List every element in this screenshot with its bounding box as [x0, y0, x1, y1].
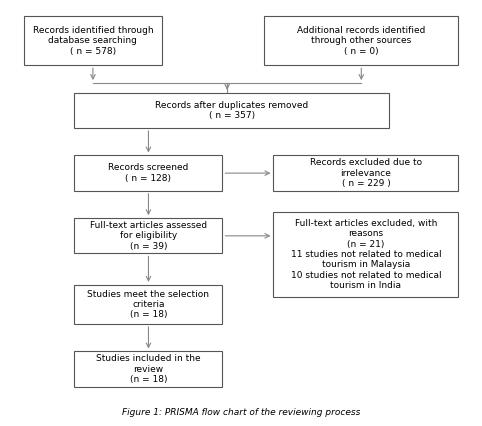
Text: Full-text articles assessed
for eligibility
(n = 39): Full-text articles assessed for eligibil… — [90, 221, 207, 251]
FancyBboxPatch shape — [74, 285, 223, 324]
FancyBboxPatch shape — [74, 218, 223, 253]
FancyBboxPatch shape — [273, 155, 458, 191]
Text: Records screened
( n = 128): Records screened ( n = 128) — [108, 164, 188, 183]
Text: Records after duplicates removed
( n = 357): Records after duplicates removed ( n = 3… — [155, 101, 308, 120]
Text: Figure 1: PRISMA flow chart of the reviewing process: Figure 1: PRISMA flow chart of the revie… — [122, 408, 360, 417]
Text: Records excluded due to
irrelevance
( n = 229 ): Records excluded due to irrelevance ( n … — [310, 158, 422, 188]
FancyBboxPatch shape — [74, 93, 389, 128]
FancyBboxPatch shape — [273, 212, 458, 296]
Text: Full-text articles excluded, with
reasons
(n = 21)
11 studies not related to med: Full-text articles excluded, with reason… — [291, 219, 441, 290]
FancyBboxPatch shape — [74, 155, 223, 191]
Text: Records identified through
database searching
( n = 578): Records identified through database sear… — [33, 26, 153, 56]
FancyBboxPatch shape — [74, 351, 223, 387]
FancyBboxPatch shape — [264, 16, 458, 65]
FancyBboxPatch shape — [24, 16, 162, 65]
Text: Studies included in the
review
(n = 18): Studies included in the review (n = 18) — [96, 354, 201, 384]
Text: Studies meet the selection
criteria
(n = 18): Studies meet the selection criteria (n =… — [87, 290, 210, 320]
Text: Additional records identified
through other sources
( n = 0): Additional records identified through ot… — [297, 26, 426, 56]
